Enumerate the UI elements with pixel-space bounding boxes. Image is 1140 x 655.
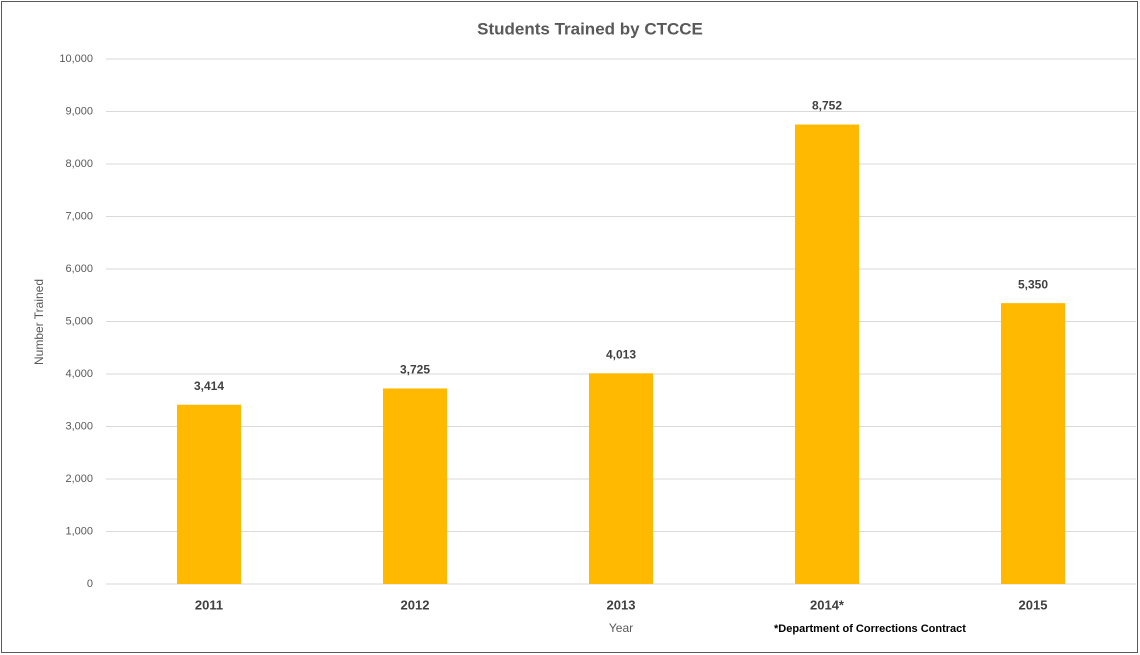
x-tick-label: 2011 xyxy=(195,597,223,612)
x-tick-label: 2013 xyxy=(607,597,636,612)
bar xyxy=(1001,303,1065,584)
y-tick-label: 9,000 xyxy=(65,105,93,117)
chart-title: Students Trained by CTCCE xyxy=(477,19,703,38)
y-tick-label: 4,000 xyxy=(65,368,93,380)
data-label: 3,725 xyxy=(400,363,430,377)
x-axis-label: Year xyxy=(609,621,633,635)
y-tick-label: 7,000 xyxy=(65,210,93,222)
y-tick-label: 10,000 xyxy=(59,53,93,65)
data-label: 3,414 xyxy=(194,379,224,393)
x-tick-label: 2012 xyxy=(401,597,430,612)
y-tick-label: 0 xyxy=(87,578,93,590)
bar xyxy=(177,404,241,584)
data-label: 8,752 xyxy=(812,99,842,113)
y-tick-label: 6,000 xyxy=(65,263,93,275)
y-axis-label: Number Trained xyxy=(32,279,46,365)
bar xyxy=(795,124,859,585)
y-tick-label: 8,000 xyxy=(65,158,93,170)
data-label: 5,350 xyxy=(1018,277,1048,291)
bar xyxy=(589,373,653,584)
data-label: 4,013 xyxy=(606,347,636,361)
y-tick-label: 1,000 xyxy=(65,525,93,537)
annotation: *Department of Corrections Contract xyxy=(774,623,966,635)
y-tick-label: 3,000 xyxy=(65,420,93,432)
x-tick-label: 2014* xyxy=(810,597,845,612)
y-tick-label: 2,000 xyxy=(65,473,93,485)
x-tick-label: 2015 xyxy=(1019,597,1048,612)
y-tick-label: 5,000 xyxy=(65,315,93,327)
bar xyxy=(383,388,447,584)
